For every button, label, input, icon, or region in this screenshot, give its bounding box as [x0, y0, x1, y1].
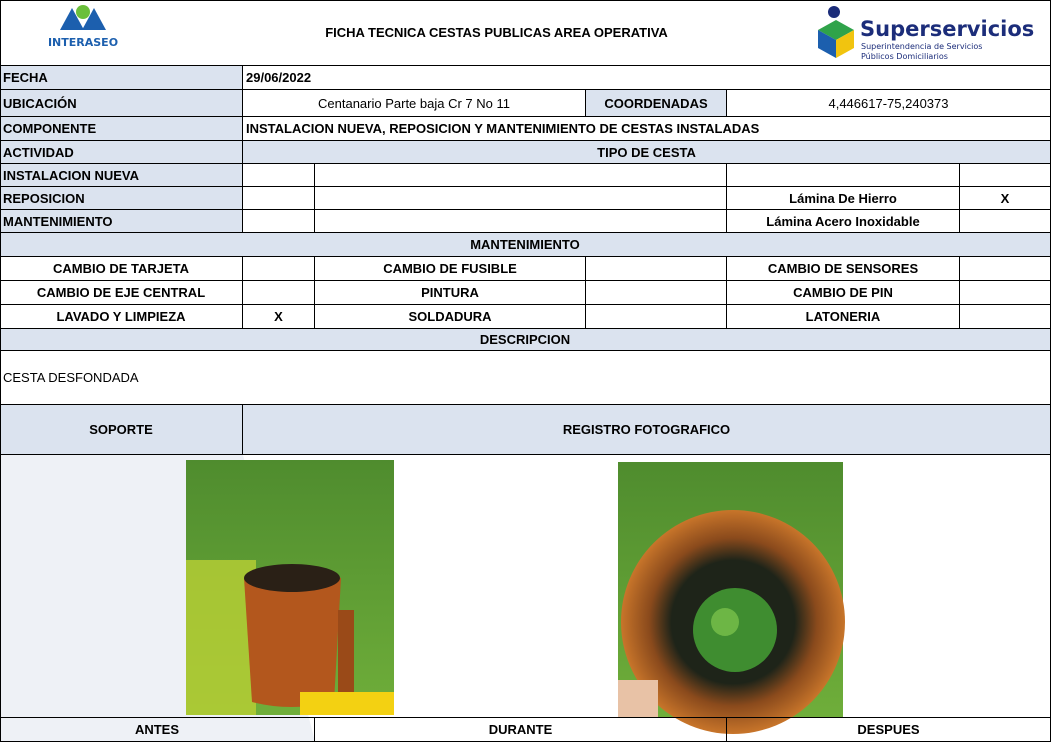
empty-cell	[243, 187, 315, 210]
logo-interaseo: INTERASEO	[48, 5, 118, 49]
label: UBICACIÓN	[0, 90, 243, 117]
logo-line: Superintendencia de Servicios	[861, 42, 982, 51]
empty-cell	[315, 210, 727, 233]
value: INSTALACION NUEVA, REPOSICION Y MANTENIM…	[243, 117, 1051, 141]
title: FICHA TECNICA CESTAS PUBLICAS AREA OPERA…	[0, 0, 1051, 66]
empty-cell	[243, 164, 315, 187]
value: 29/06/2022	[243, 66, 1051, 90]
mark	[960, 164, 1051, 187]
mark	[243, 257, 315, 281]
basket-type: Lámina Acero Inoxidable	[727, 210, 960, 233]
task: CAMBIO DE TARJETA	[0, 257, 243, 281]
logo-line: Públicos Domiciliarios	[861, 52, 948, 61]
photo-area	[0, 455, 1051, 718]
photo-durante	[618, 462, 845, 734]
mark	[960, 257, 1051, 281]
task: CAMBIO DE SENSORES	[727, 257, 960, 281]
description: CESTA DESFONDADA	[0, 351, 1051, 405]
task: LAVADO Y LIMPIEZA	[0, 305, 243, 329]
photo-antes	[186, 460, 394, 715]
task: CAMBIO DE EJE CENTRAL	[0, 281, 243, 305]
task: SOLDADURA	[315, 305, 586, 329]
empty-cell	[315, 187, 727, 210]
section-title: DESCRIPCION	[0, 329, 1051, 351]
mark	[960, 281, 1051, 305]
label: REPOSICION	[0, 187, 243, 210]
label: FECHA	[0, 66, 243, 90]
mark	[960, 305, 1051, 329]
basket-type	[727, 164, 960, 187]
mark	[586, 305, 727, 329]
logo-text: INTERASEO	[48, 36, 118, 49]
logo-superservicios: Superservicios Superintendencia de Servi…	[818, 6, 1034, 61]
label: SOPORTE	[0, 405, 243, 455]
label: ACTIVIDAD	[0, 141, 243, 164]
task: CAMBIO DE FUSIBLE	[315, 257, 586, 281]
label: INSTALACION NUEVA	[0, 164, 243, 187]
label: MANTENIMIENTO	[0, 210, 243, 233]
photo-caption: DESPUES	[727, 718, 1051, 742]
section-title: MANTENIMIENTO	[0, 233, 1051, 257]
task: CAMBIO DE PIN	[727, 281, 960, 305]
label: TIPO DE CESTA	[243, 141, 1051, 164]
empty-cell	[243, 210, 315, 233]
logo-name: Superservicios	[860, 17, 1034, 41]
photo-caption: ANTES	[0, 718, 315, 742]
mark	[960, 210, 1051, 233]
mark	[243, 281, 315, 305]
mark	[586, 257, 727, 281]
label: COORDENADAS	[586, 90, 727, 117]
task: LATONERIA	[727, 305, 960, 329]
label: COMPONENTE	[0, 117, 243, 141]
task: PINTURA	[315, 281, 586, 305]
value: Centanario Parte baja Cr 7 No 11	[243, 90, 586, 117]
photo-caption: DURANTE	[315, 718, 727, 742]
mark: X	[243, 305, 315, 329]
empty-cell	[315, 164, 727, 187]
basket-type: Lámina De Hierro	[727, 187, 960, 210]
mark	[586, 281, 727, 305]
label: REGISTRO FOTOGRAFICO	[243, 405, 1051, 455]
value: 4,446617-75,240373	[727, 90, 1051, 117]
mark: X	[960, 187, 1051, 210]
